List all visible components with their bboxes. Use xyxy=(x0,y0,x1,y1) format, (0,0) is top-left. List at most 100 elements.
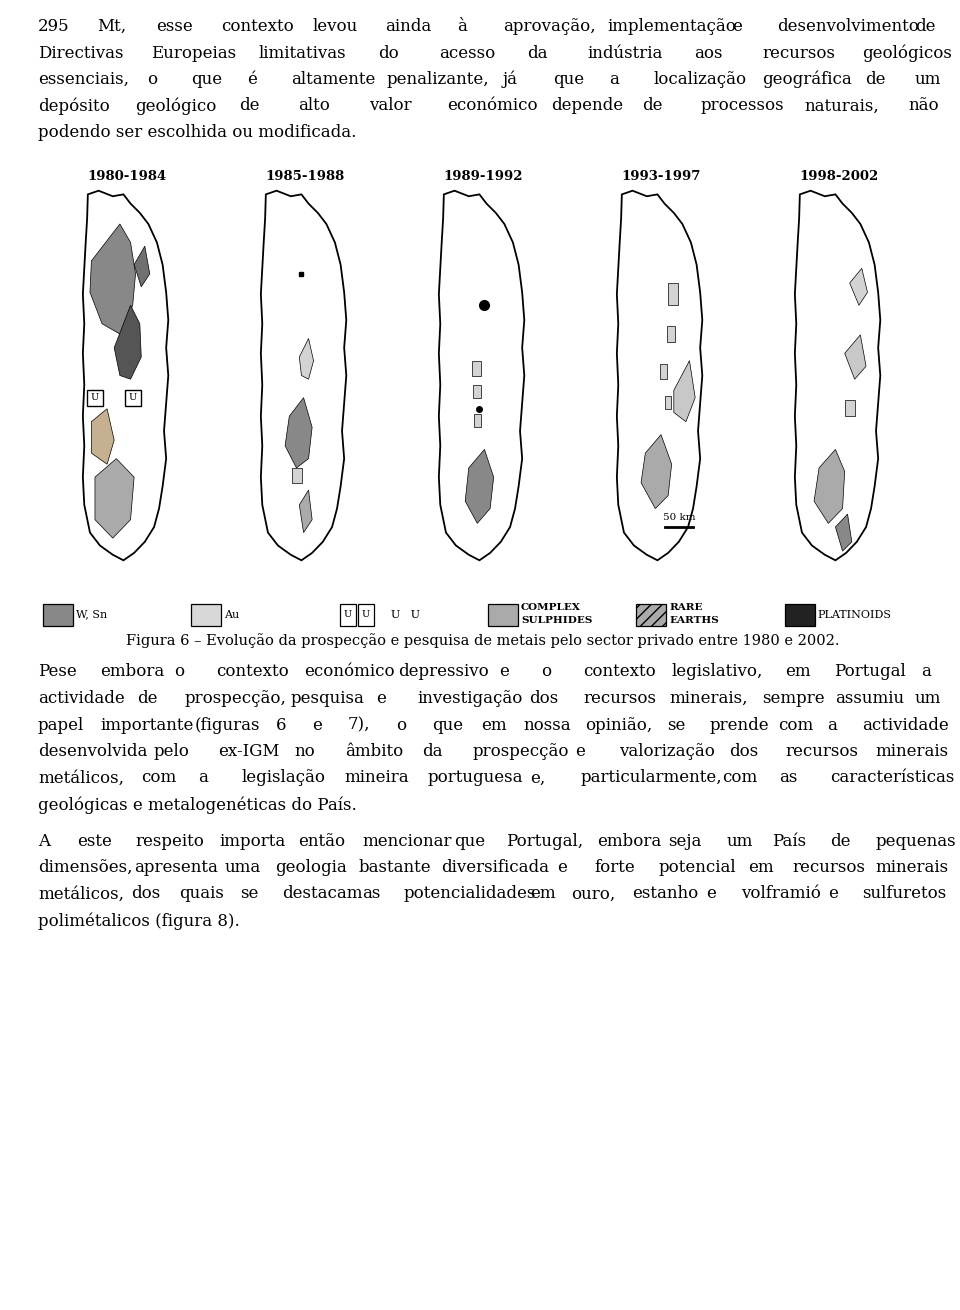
Text: prende: prende xyxy=(709,717,769,734)
Text: e: e xyxy=(558,859,567,876)
Text: COMPLEX: COMPLEX xyxy=(521,604,581,613)
Text: sempre: sempre xyxy=(762,690,825,707)
Text: respeito: respeito xyxy=(135,832,204,849)
Text: geológicas e metalogenéticas do País.: geológicas e metalogenéticas do País. xyxy=(38,796,357,814)
Polygon shape xyxy=(90,224,135,335)
Text: geográfica: geográfica xyxy=(762,71,852,89)
Text: em: em xyxy=(785,663,811,680)
Text: e: e xyxy=(376,690,386,707)
Text: alto: alto xyxy=(298,97,329,114)
Text: nossa: nossa xyxy=(523,717,571,734)
Text: quais: quais xyxy=(180,886,225,903)
Polygon shape xyxy=(795,191,880,561)
Text: valorização: valorização xyxy=(619,743,715,760)
Text: minerais: minerais xyxy=(876,859,948,876)
Text: W, Sn: W, Sn xyxy=(76,609,108,620)
Text: a: a xyxy=(922,663,931,680)
Text: minerais,: minerais, xyxy=(669,690,748,707)
Text: a: a xyxy=(827,717,837,734)
Text: um: um xyxy=(915,690,942,707)
Text: que: que xyxy=(191,71,222,88)
Text: e: e xyxy=(575,743,585,760)
Text: contexto: contexto xyxy=(221,18,294,35)
Text: depressivo: depressivo xyxy=(398,663,490,680)
Text: um: um xyxy=(727,832,753,849)
Bar xyxy=(191,604,222,625)
Text: naturais,: naturais, xyxy=(804,97,879,114)
Text: em: em xyxy=(749,859,774,876)
Text: RARE: RARE xyxy=(669,604,703,613)
Text: 1985-1988: 1985-1988 xyxy=(265,170,345,183)
Polygon shape xyxy=(845,335,866,379)
Polygon shape xyxy=(95,458,134,538)
Text: que: que xyxy=(553,71,584,88)
Text: de: de xyxy=(865,71,885,88)
Text: podendo ser escolhida ou modificada.: podendo ser escolhida ou modificada. xyxy=(38,124,356,141)
Text: seja: seja xyxy=(668,832,702,849)
Text: pelo: pelo xyxy=(154,743,190,760)
Bar xyxy=(472,360,481,376)
Text: PLATINOIDS: PLATINOIDS xyxy=(818,609,892,620)
Bar xyxy=(666,326,675,342)
Text: então: então xyxy=(298,832,345,849)
Text: U: U xyxy=(362,610,370,620)
Text: e: e xyxy=(499,663,509,680)
Text: País: País xyxy=(772,832,806,849)
Bar xyxy=(473,414,481,427)
Polygon shape xyxy=(814,449,845,523)
Text: Directivas: Directivas xyxy=(38,45,124,62)
Text: SULPHIDES: SULPHIDES xyxy=(521,616,592,625)
Text: este: este xyxy=(77,832,111,849)
Polygon shape xyxy=(641,435,672,508)
Bar xyxy=(664,396,671,409)
Text: de: de xyxy=(240,97,260,114)
Text: de: de xyxy=(830,832,851,849)
Text: e: e xyxy=(706,886,716,903)
Text: importante: importante xyxy=(100,717,193,734)
Text: opinião,: opinião, xyxy=(586,717,653,734)
Text: dos: dos xyxy=(132,886,161,903)
Text: a: a xyxy=(198,769,207,786)
Text: da: da xyxy=(421,743,443,760)
Text: potencial: potencial xyxy=(659,859,736,876)
Text: forte: forte xyxy=(595,859,636,876)
Text: Figura 6 – Evolução da prospecção e pesquisa de metais pelo sector privado entre: Figura 6 – Evolução da prospecção e pesq… xyxy=(127,634,840,648)
Text: 1998-2002: 1998-2002 xyxy=(800,170,878,183)
Text: metálicos,: metálicos, xyxy=(38,769,124,786)
Text: não: não xyxy=(908,97,939,114)
Text: ouro,: ouro, xyxy=(571,886,615,903)
Text: 1993-1997: 1993-1997 xyxy=(621,170,701,183)
Text: aprovação,: aprovação, xyxy=(503,18,595,35)
Text: e: e xyxy=(828,886,838,903)
Text: em: em xyxy=(481,717,507,734)
Text: o: o xyxy=(396,717,407,734)
Text: que: que xyxy=(432,717,464,734)
Text: volframió: volframió xyxy=(741,886,821,903)
Text: portuguesa: portuguesa xyxy=(427,769,523,786)
Text: legislação: legislação xyxy=(242,769,325,786)
Text: com: com xyxy=(141,769,176,786)
Text: acesso: acesso xyxy=(440,45,495,62)
Polygon shape xyxy=(617,191,703,561)
Text: papel: papel xyxy=(38,717,84,734)
Bar xyxy=(845,400,855,417)
Bar xyxy=(358,604,374,625)
Text: bastante: bastante xyxy=(358,859,431,876)
Text: investigação: investigação xyxy=(417,690,522,707)
Text: ex-IGM: ex-IGM xyxy=(218,743,279,760)
Text: e: e xyxy=(732,18,741,35)
Text: económico: económico xyxy=(304,663,395,680)
Text: 6: 6 xyxy=(276,717,287,734)
Text: mineira: mineira xyxy=(345,769,409,786)
Polygon shape xyxy=(850,269,868,305)
Text: Portugal: Portugal xyxy=(833,663,905,680)
Text: geológico: geológico xyxy=(135,97,217,115)
Text: esse: esse xyxy=(156,18,193,35)
Text: contexto: contexto xyxy=(584,663,656,680)
Polygon shape xyxy=(835,514,852,552)
Text: que: que xyxy=(454,832,485,849)
Text: com: com xyxy=(723,769,757,786)
Text: minerais: minerais xyxy=(876,743,948,760)
Text: prospecção: prospecção xyxy=(472,743,569,760)
Text: pesquisa: pesquisa xyxy=(290,690,364,707)
